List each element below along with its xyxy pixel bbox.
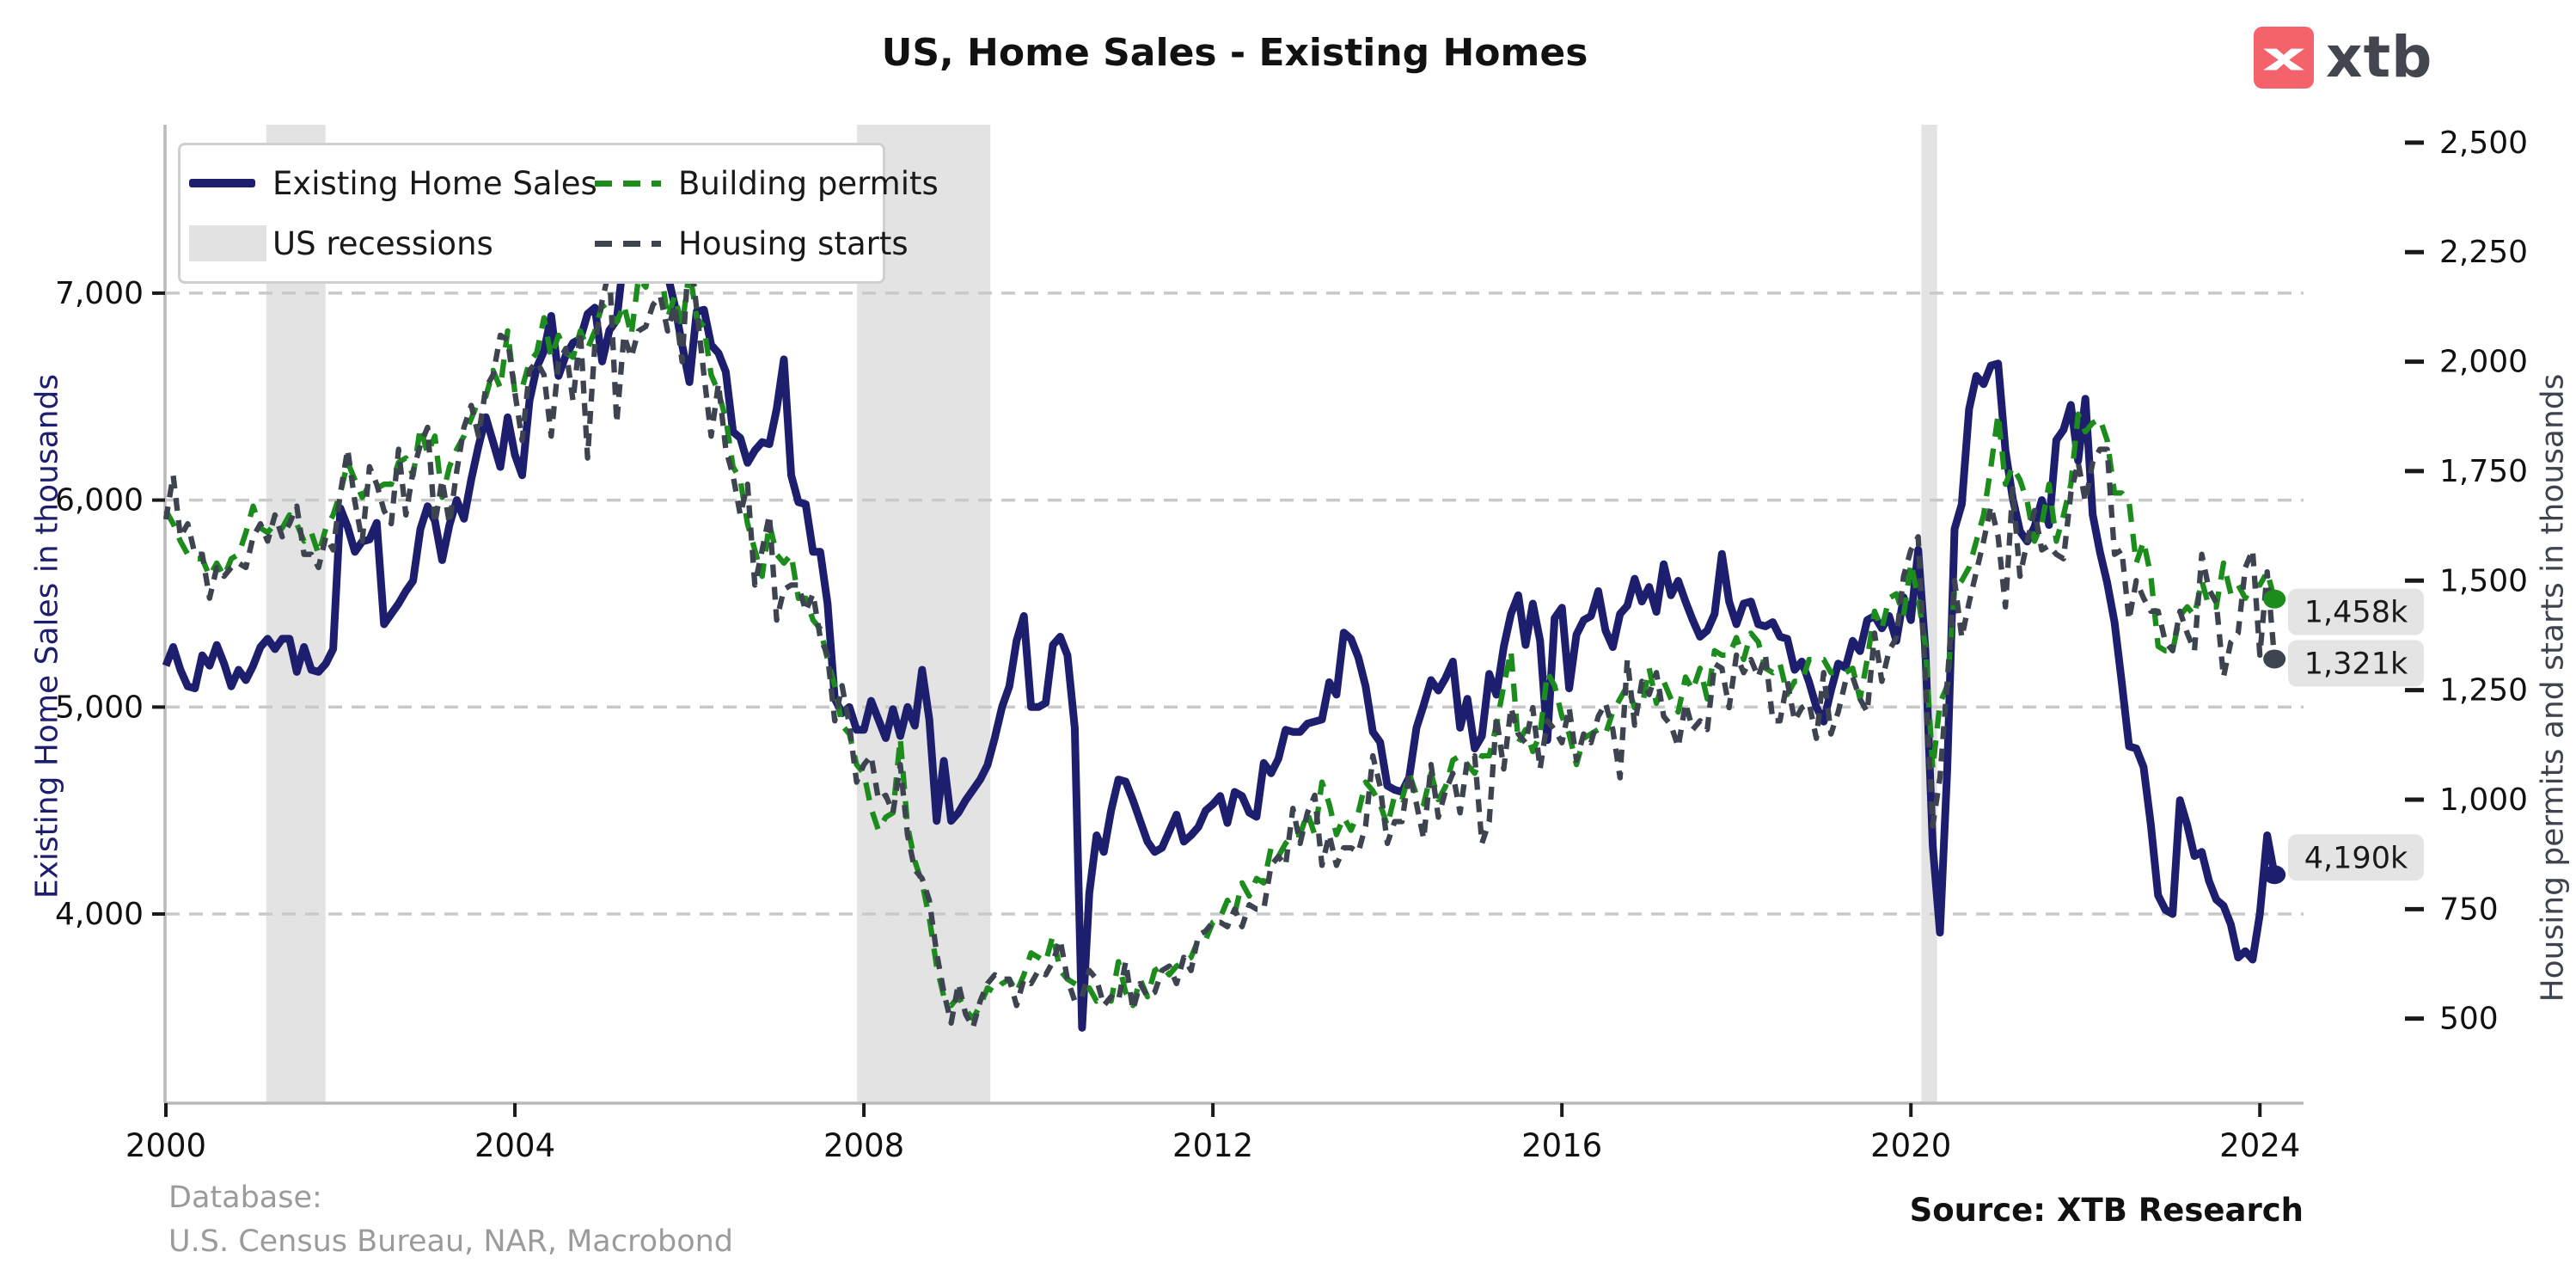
end-label-box-existing-home-sales	[2288, 834, 2424, 881]
end-dot-housing-starts	[2263, 649, 2286, 669]
left-tick-label: 4,000	[55, 897, 144, 932]
database-note: Database: U.S. Census Bureau, NAR, Macro…	[168, 1176, 733, 1264]
end-label-existing-home-sales: 4,190k	[2304, 841, 2408, 875]
x-tick-label: 2008	[823, 1127, 904, 1164]
x-tick-label: 2012	[1172, 1127, 1253, 1164]
x-tick-label: 2020	[1870, 1127, 1951, 1164]
page-title: US, Home Sales - Existing Homes	[881, 31, 1588, 75]
left-tick-label: 7,000	[55, 276, 144, 311]
x-tick-label: 2024	[2219, 1127, 2300, 1164]
right-tick-label: 2,500	[2439, 126, 2528, 161]
series-line-existing-home-sales	[162, 231, 2279, 1032]
right-tick-label: 1,750	[2439, 454, 2528, 489]
database-value: U.S. Census Bureau, NAR, Macrobond	[168, 1224, 734, 1259]
legend-row-2: US recessions Housing starts	[181, 218, 909, 269]
left-axis-title: Existing Home Sales in thousands	[29, 373, 65, 899]
right-tick-label: 2,250	[2439, 235, 2528, 270]
database-label: Database:	[168, 1181, 322, 1215]
right-tick-label: 500	[2439, 1002, 2499, 1037]
end-label-box-housing-starts	[2288, 640, 2424, 687]
right-axis-title: Housing permits and starts in thousands	[2535, 373, 2571, 1003]
recession-band	[856, 125, 991, 1103]
legend-label-housing-starts: Housing starts	[678, 224, 909, 262]
series-line-building-permits	[163, 244, 2278, 1021]
right-tick-label: 1,500	[2439, 563, 2528, 598]
end-dot-existing-home-sales	[2263, 865, 2286, 885]
x-tick-label: 2000	[125, 1127, 206, 1164]
right-tick-label: 1,250	[2439, 673, 2528, 709]
end-label-box-building-permits	[2288, 588, 2424, 635]
legend-swatch-building-permits	[595, 180, 678, 187]
legend-swatch-us-recessions	[181, 225, 272, 261]
xtb-logo-icon	[2254, 26, 2314, 89]
x-tick-label: 2004	[474, 1127, 555, 1164]
right-tick-label: 750	[2439, 892, 2499, 927]
recession-band	[266, 125, 326, 1103]
right-tick-label: 1,000	[2439, 782, 2528, 818]
legend-swatch-existing-home-sales	[181, 179, 272, 187]
left-tick-label: 5,000	[55, 690, 144, 725]
legend-label-building-permits: Building permits	[678, 164, 939, 202]
legend-label-us-recessions: US recessions	[272, 224, 493, 262]
xtb-logo: xtb	[2254, 24, 2432, 90]
left-tick-label: 6,000	[55, 483, 144, 518]
xtb-x-glyph	[2263, 48, 2304, 71]
legend: Existing Home Sales Building permits US …	[178, 143, 939, 284]
xtb-logo-text: xtb	[2326, 24, 2433, 90]
source-note: Source: XTB Research	[1909, 1192, 2304, 1229]
end-label-building-permits: 1,458k	[2304, 596, 2408, 630]
end-dot-building-permits	[2263, 589, 2286, 609]
end-label-housing-starts: 1,321k	[2304, 647, 2408, 681]
legend-swatch-housing-starts	[595, 240, 678, 247]
series-line-housing-starts	[162, 240, 2278, 1031]
legend-row-1: Existing Home Sales Building permits	[181, 157, 939, 209]
x-tick-label: 2016	[1521, 1127, 1602, 1164]
right-tick-label: 2,000	[2439, 345, 2528, 380]
legend-label-existing-home-sales: Existing Home Sales	[272, 164, 597, 202]
